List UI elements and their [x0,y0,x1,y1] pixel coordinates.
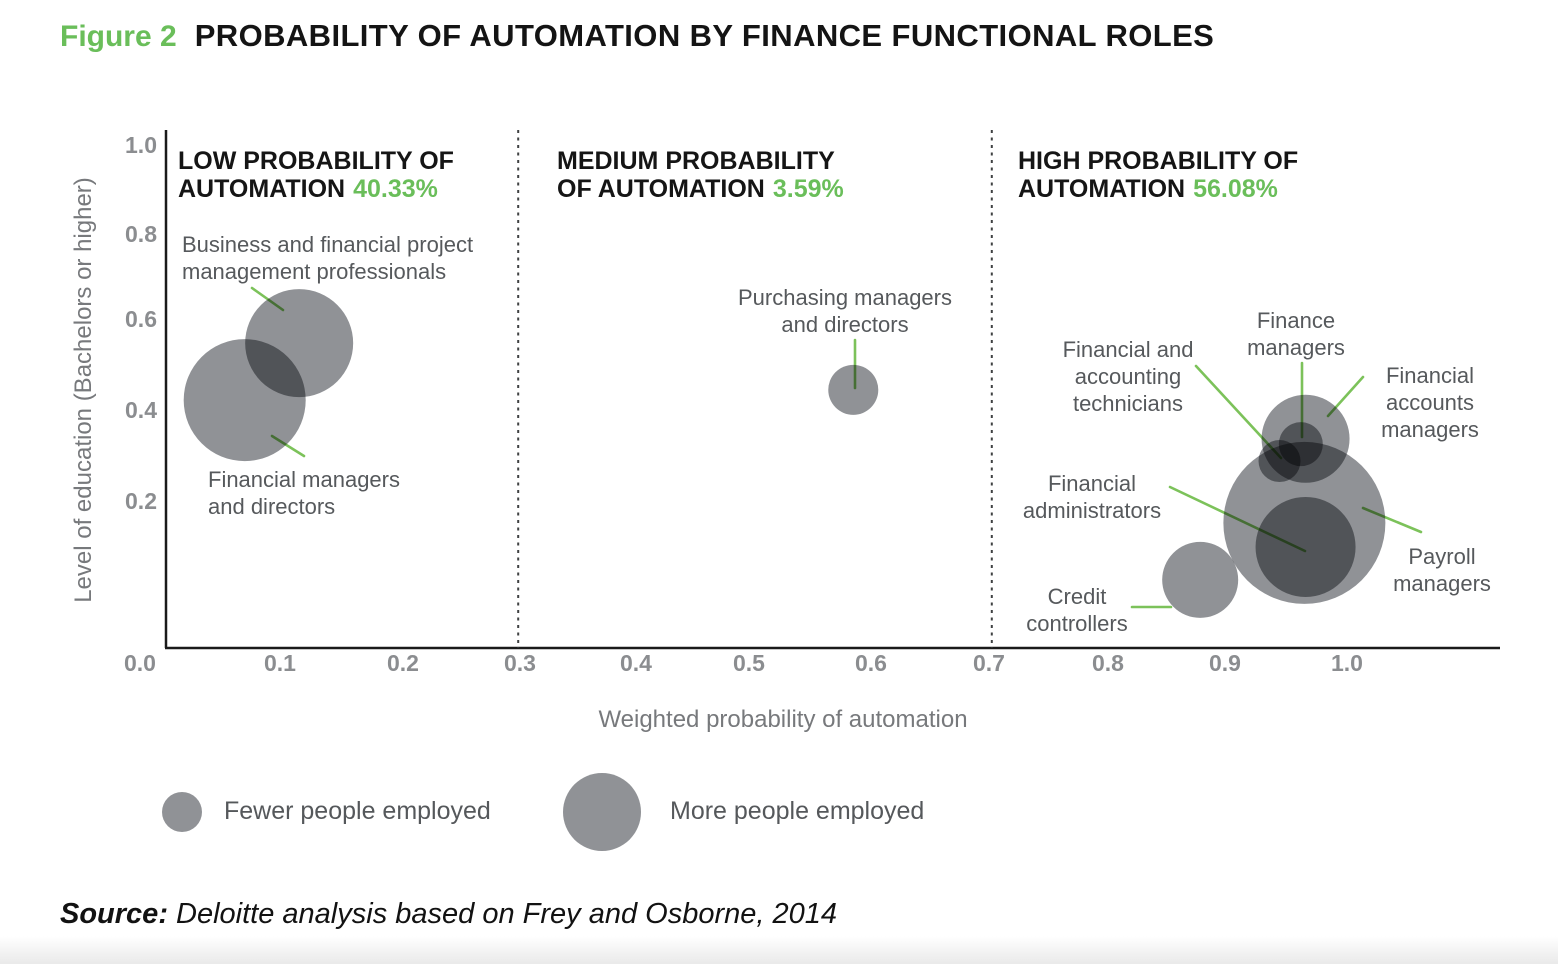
y-tick-label: 0.4 [125,397,157,423]
x-tick-label: 0.3 [504,650,536,676]
source-text: Deloitte analysis based on Frey and Osbo… [167,898,837,930]
x-tick-label: 0.4 [620,650,652,676]
y-tick-label: 0.8 [125,221,157,247]
label-line: Financial and [1062,337,1194,362]
x-tick-label: 0.8 [1092,650,1124,676]
label-line: technicians [1072,391,1184,416]
label-line: Finance [1256,308,1336,333]
label-line: Credit [1047,584,1107,609]
label-purchasing-managers-directors: Purchasing managers and directors [735,284,955,338]
source-label: Source: [60,898,168,930]
label-finance-managers: Finance managers [1186,307,1406,361]
label-line: Payroll [1408,544,1476,569]
label-line: and directors [781,312,909,337]
label-line: accounting [1074,364,1182,389]
section-header-line: HIGH PROBABILITY OF [1018,147,1299,175]
x-tick-label: 0.7 [973,650,1005,676]
label-line: and directors [208,494,336,519]
label-line: managers [1393,571,1491,596]
y-tick-label: 1.0 [125,132,157,158]
x-tick-label: 0.2 [387,650,419,676]
figure-header: Figure 2 PROBABILITY OF AUTOMATION BY FIN… [60,18,1214,54]
label-financial-managers-directors: Financial managers and directors [208,466,400,520]
section-header-line: OF AUTOMATION 3.59% [557,175,844,203]
label-payroll-managers: Payroll managers [1332,543,1552,597]
x-tick-label: 0.9 [1209,650,1241,676]
section-header-medium: MEDIUM PROBABILITY OF AUTOMATION 3.59% [557,147,844,203]
section-header-high: HIGH PROBABILITY OF AUTOMATION 56.08% [1018,147,1298,203]
label-line: Business and financial project [182,232,474,257]
label-line: Financial [1385,363,1475,388]
section-header-line: MEDIUM PROBABILITY [557,147,835,175]
x-tick-label: 0.0 [124,650,156,676]
bubble-financial-managers-directors [183,339,306,462]
y-tick-label: 0.2 [125,488,157,514]
bubble-purchasing-managers-directors [828,364,879,415]
bubble-credit-controllers [1162,541,1239,618]
section-header-text: AUTOMATION [1018,175,1186,203]
section-header-text: AUTOMATION [178,175,346,203]
legend-label: Fewer people employed [224,797,491,825]
figure-label: Figure 2 [60,20,177,53]
section-header-line: AUTOMATION 56.08% [1018,175,1298,203]
source-note: Source: Deloitte analysis based on Frey … [60,898,837,931]
section-header-text: OF AUTOMATION [557,175,765,203]
x-tick-label: 1.0 [1331,650,1363,676]
label-line: Purchasing managers [737,285,952,310]
label-line: management professionals [182,259,447,284]
x-tick-label: 0.1 [264,650,296,676]
label-line: controllers [1026,611,1128,636]
label-financial-accounts-managers: Financial accounts managers [1320,362,1540,443]
legend-bubble-large [563,773,641,851]
bubble-payroll-managers [1223,441,1386,604]
section-header-line: AUTOMATION 40.33% [178,175,454,203]
section-percentage: 40.33% [353,175,438,203]
label-line: Financial managers [208,467,400,492]
section-header-line: LOW PROBABILITY OF [178,147,454,175]
section-percentage: 3.59% [772,175,844,203]
label-line: Financial [1047,471,1137,496]
label-financial-accounting-technicians: Financial and accounting technicians [1018,336,1238,417]
label-business-project-mgmt: Business and financial project management… [182,231,473,285]
y-tick-label: 0.6 [125,306,157,332]
label-line: managers [1381,417,1479,442]
label-financial-administrators: Financial administrators [982,470,1202,524]
legend-label: More people employed [670,797,925,825]
page-title: PROBABILITY OF AUTOMATION BY FINANCE FUN… [194,18,1215,53]
x-tick-label: 0.6 [855,650,887,676]
x-axis-title: Weighted probability of automation [598,706,968,733]
label-line: managers [1247,335,1345,360]
label-line: accounts [1385,390,1475,415]
section-header-low: LOW PROBABILITY OF AUTOMATION 40.33% [178,147,454,203]
page-edge-shade [0,936,1558,964]
label-line: administrators [1022,498,1162,523]
section-percentage: 56.08% [1193,175,1278,203]
legend-bubble-small [162,792,202,832]
x-tick-label: 0.5 [733,650,765,676]
label-credit-controllers: Credit controllers [967,583,1187,637]
